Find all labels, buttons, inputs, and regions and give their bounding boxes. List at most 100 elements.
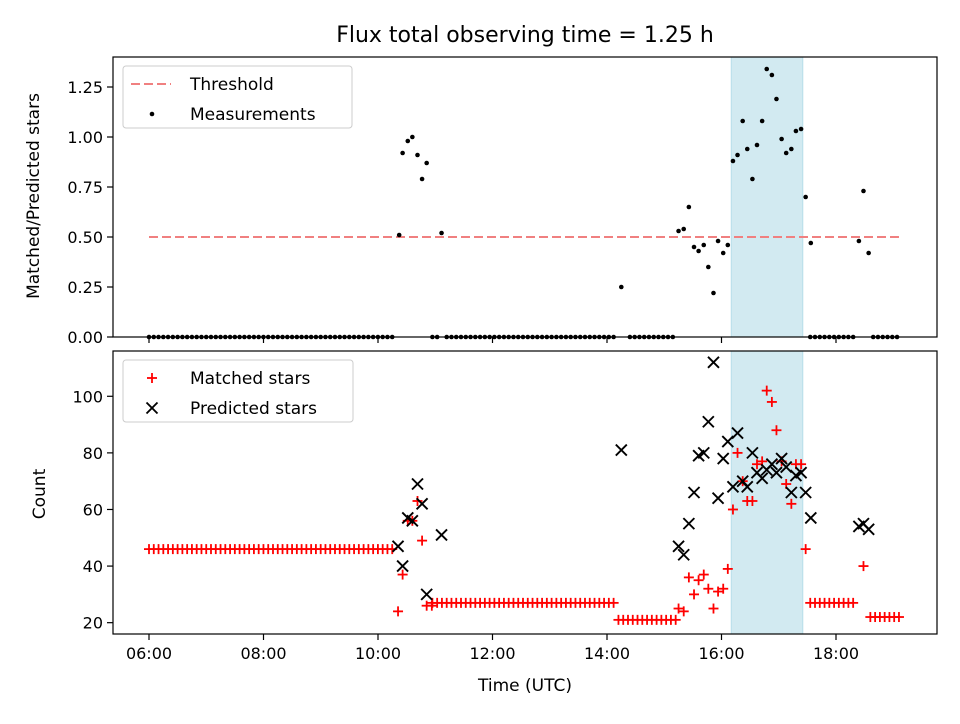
measurements-point	[711, 290, 716, 296]
matched-stars-point	[670, 614, 681, 625]
measurements-point	[691, 244, 697, 250]
y-tick-label: 20	[83, 614, 103, 633]
measurements-point	[681, 226, 687, 232]
legend-label: Threshold	[189, 75, 274, 95]
measurements-point	[856, 238, 862, 244]
y-tick-label: 40	[83, 557, 103, 576]
y-tick-label: 60	[83, 500, 103, 519]
measurements-point	[803, 194, 808, 200]
legend-marker	[149, 111, 155, 117]
matched-stars-point	[412, 495, 423, 506]
matched-stars-point	[393, 606, 404, 617]
predicted-stars-point	[420, 588, 433, 601]
predicted-stars-point	[415, 497, 429, 510]
measurements-point	[759, 118, 765, 124]
x-tick-label: 18:00	[813, 644, 859, 663]
predicted-stars-point	[697, 446, 710, 460]
y-tick-label: 0.50	[67, 228, 103, 247]
measurements-point	[735, 152, 740, 158]
matched-stars-point	[397, 569, 408, 580]
predicted-stars-point	[615, 443, 628, 457]
observing-window-span	[730, 56, 804, 338]
legend: Threshold Measurements	[122, 65, 353, 129]
axes-frame	[112, 350, 938, 635]
measurements-point	[715, 238, 721, 244]
bottom-y-axis-label: Count	[30, 468, 50, 519]
matched-stars-point	[703, 583, 714, 594]
y-tick-label: 0.25	[67, 278, 103, 297]
x-tick-label: 08:00	[240, 644, 286, 663]
matched-stars-point	[786, 498, 797, 509]
matched-stars-point	[708, 603, 719, 614]
measurements-point	[725, 242, 731, 248]
measurements-point	[410, 134, 415, 140]
legend-marker	[145, 401, 159, 415]
measurements-point	[415, 152, 420, 158]
measurements-point	[419, 176, 425, 182]
predicted-stars-point	[799, 486, 812, 499]
matched-stars-point	[713, 586, 724, 597]
measurements-point	[696, 248, 701, 254]
predicted-stars-point	[672, 540, 685, 553]
measurements-point	[808, 240, 814, 246]
y-tick-label: 80	[83, 444, 103, 463]
x-tick-label: 10:00	[355, 644, 401, 663]
predicted-stars-point	[755, 472, 769, 485]
matched-stars-point	[608, 597, 619, 608]
y-tick-label: 1.25	[67, 78, 103, 97]
chart-title: Flux total observing time = 1.25 h	[336, 23, 714, 48]
predicted-stars-point	[717, 452, 730, 465]
matched-stars-point	[747, 495, 758, 506]
legend: Matched stars Predicted stars	[122, 359, 354, 423]
y-tick-label: 100	[72, 387, 103, 406]
matched-stars-point	[678, 606, 689, 617]
measurements-point	[730, 158, 736, 164]
predicted-stars-point	[391, 540, 405, 553]
top-y-axis-label: Matched/Predicted stars	[24, 93, 44, 299]
top-plot-area: 0.00 0.25 0.50 0.75 1.00 1.25 Threshold Measure…	[67, 56, 938, 347]
measurements-point	[861, 188, 866, 194]
matched-stars-point	[417, 535, 428, 546]
measurements-point	[740, 118, 745, 124]
matched-stars-point	[426, 600, 437, 611]
matched-stars-point	[800, 544, 811, 555]
matched-stars-point	[718, 583, 729, 594]
legend-label: Measurements	[190, 105, 316, 125]
x-tick-label: 06:00	[126, 644, 172, 663]
legend-box	[122, 359, 354, 423]
matched-stars-point	[893, 612, 904, 623]
x-tick-label: 14:00	[584, 644, 630, 663]
predicted-stars-point	[406, 514, 419, 527]
axes-frame	[112, 56, 938, 338]
matched-stars-point	[761, 385, 772, 396]
measurements-point	[676, 228, 681, 234]
matched-stars-point	[771, 425, 782, 436]
predicted-stars-point	[770, 466, 783, 479]
measurements-point	[439, 230, 444, 236]
measurements-point	[798, 126, 804, 132]
matched-stars-point	[673, 603, 684, 614]
measurements-point	[750, 176, 755, 182]
predicted-stars-point	[741, 480, 754, 494]
measurements-point	[400, 150, 405, 156]
matched-stars-point	[683, 572, 694, 583]
predicted-stars-point	[702, 415, 715, 428]
matched-stars-point	[766, 396, 777, 407]
matched-stars-point	[751, 459, 762, 470]
measurements-point	[783, 150, 789, 156]
predicted-stars-point	[707, 356, 720, 369]
predicted-stars-point	[794, 466, 808, 479]
y-tick-label: 0.00	[67, 328, 103, 347]
predicted-stars-point	[396, 559, 409, 573]
predicted-stars-point	[731, 426, 744, 440]
bottom-panel: Count Time (UTC) 06:00 08:00 10:00 12:00 14:…	[30, 350, 938, 696]
predicted-stars-point	[677, 548, 690, 561]
measurements-point	[619, 284, 624, 290]
top-panel: Flux total observing time = 1.25 h Match…	[24, 23, 938, 347]
measurements-point	[744, 146, 750, 152]
matched-stars-point	[722, 563, 733, 574]
predicted-stars-point	[804, 511, 817, 525]
legend-label: Matched stars	[190, 369, 310, 389]
matched-stars-point	[796, 459, 807, 470]
